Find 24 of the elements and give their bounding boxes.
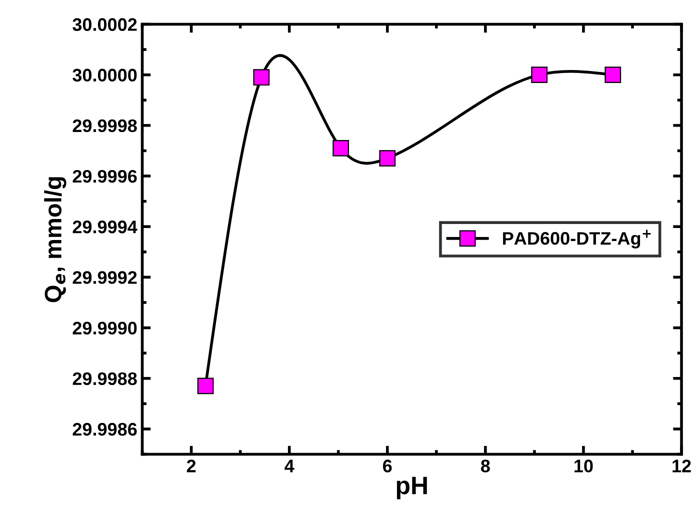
point	[531, 66, 548, 84]
y-tick-label: 29.9986	[72, 422, 137, 436]
y-tick-label: 30.0002	[72, 18, 137, 31]
x-tick-label: 6	[383, 460, 392, 472]
x-axis-title: pH	[396, 476, 427, 500]
x-tick-label: 12	[672, 460, 691, 472]
y-tick-label: 29.9988	[72, 372, 137, 386]
y-tick-label: 29.9998	[72, 119, 137, 132]
x-tick-label: 10	[574, 460, 593, 472]
x-tick-label: 4	[284, 460, 294, 472]
point	[604, 66, 622, 84]
legend-label: PAD600-DTZ-Ag$^{+}$	[503, 230, 651, 248]
y-tick-label: 29.9994	[72, 220, 138, 234]
y-tick-label: 29.9990	[72, 322, 137, 335]
y-tick-label: 30.0000	[72, 68, 137, 82]
x-tick-label: 8	[480, 460, 490, 472]
point	[197, 378, 214, 394]
y-tick-label: 29.9992	[72, 271, 137, 284]
point	[379, 150, 396, 167]
y-axis-title: Q$_{e}$, mmol/g	[44, 177, 66, 302]
point	[253, 69, 270, 86]
y-tick-label: 29.9996	[72, 170, 137, 183]
x-tick-label: 2	[186, 460, 196, 472]
point	[332, 140, 349, 156]
